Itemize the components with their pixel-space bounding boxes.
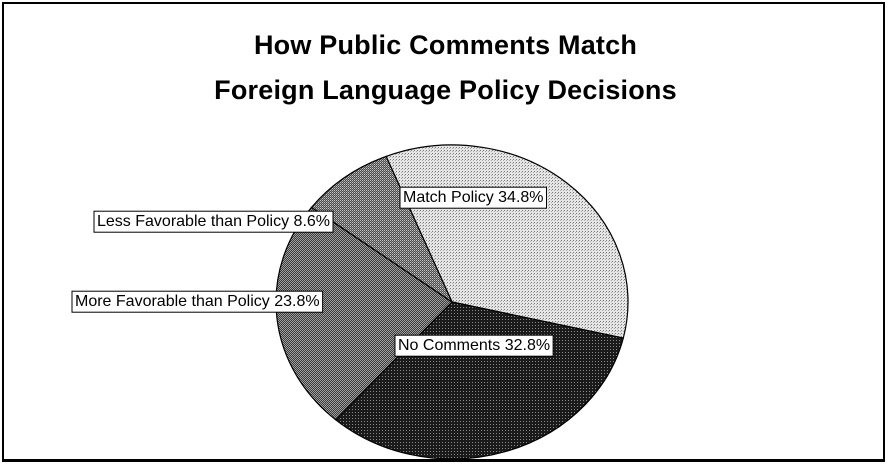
slice-less-favorable [310,155,454,304]
slice-no-comments-label-box [394,334,554,357]
slice-less-favorable-label-box [93,210,334,233]
slice-more-favorable-label: More Favorable than Policy 23.8% [75,293,320,310]
slice-more-favorable-label-box [71,290,324,313]
slice-match-policy-label: Match Policy 34.8% [403,189,544,206]
slice-match-policy-label-box [399,186,547,209]
chart-title-line2: Foreign Language Policy Decisions [214,75,677,105]
chart-title-line1: How Public Comments Match [253,30,638,60]
slice-less-favorable-label: Less Favorable than Policy 8.6% [97,213,330,230]
slice-no-comments-label: No Comments 32.8% [398,337,550,354]
